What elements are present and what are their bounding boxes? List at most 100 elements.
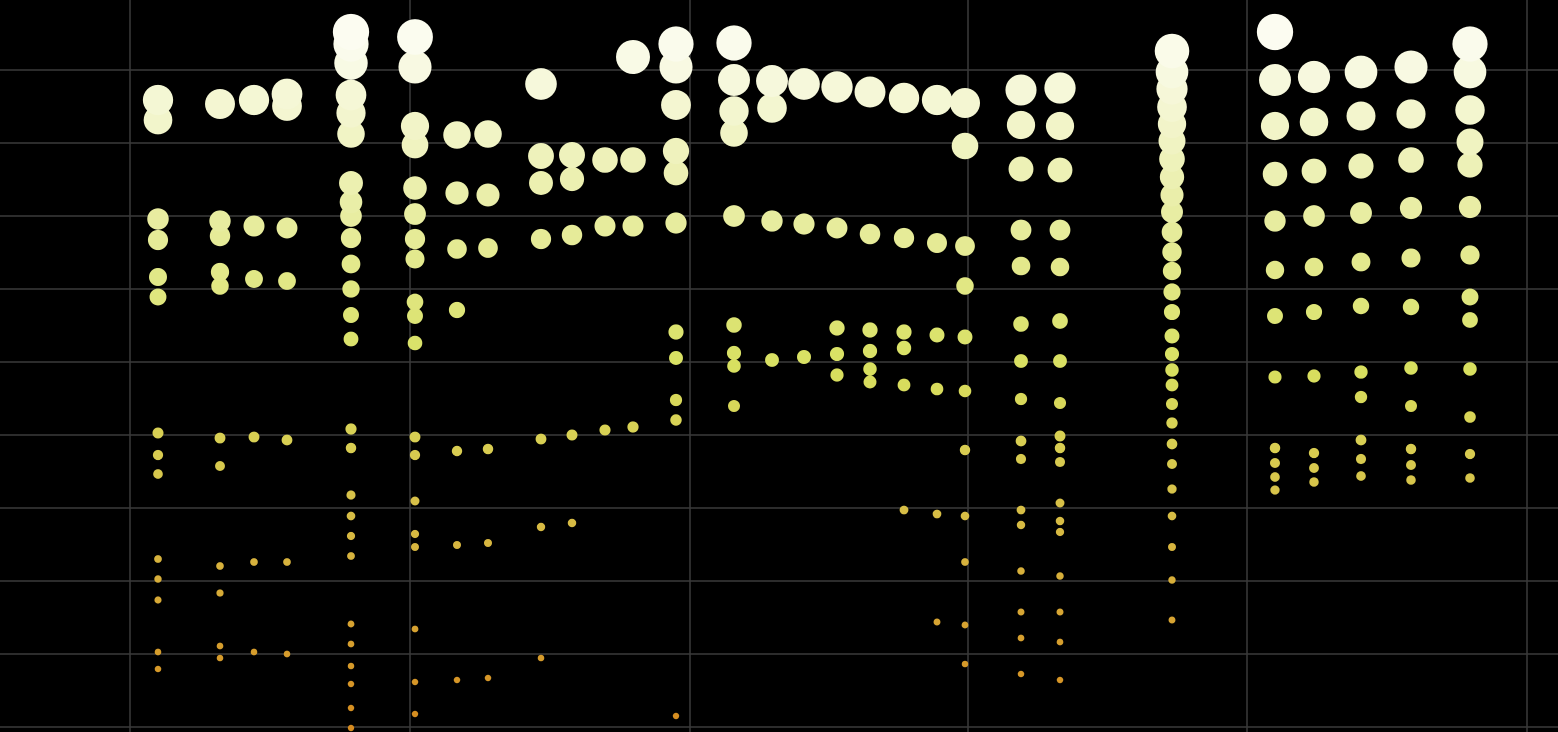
dot-6	[153, 450, 163, 460]
dot-149	[863, 344, 877, 358]
dot-50	[344, 332, 359, 347]
dot-171	[958, 330, 973, 345]
dot-265	[1353, 298, 1369, 314]
dot-75	[405, 249, 424, 268]
dot-182	[1016, 454, 1026, 464]
dot-195	[1056, 572, 1064, 580]
dot-40	[348, 681, 354, 687]
dot-160	[933, 510, 942, 519]
dot-271	[1406, 475, 1416, 485]
dot-129	[726, 317, 741, 332]
dot-103	[568, 519, 577, 528]
dot-214	[1167, 484, 1176, 493]
dot-289	[1459, 196, 1481, 218]
dot-99	[531, 229, 551, 249]
dot-183	[1016, 436, 1027, 447]
dot-248	[1259, 64, 1291, 96]
dot-239	[1270, 472, 1280, 482]
dot-250	[1309, 477, 1319, 487]
dot-163	[927, 233, 947, 253]
dot-47	[346, 490, 355, 499]
dot-169	[960, 445, 970, 455]
dot-53	[342, 255, 361, 274]
dot-5	[153, 469, 163, 479]
dot-18	[215, 461, 225, 471]
dot-24	[205, 89, 235, 119]
dot-269	[1347, 102, 1376, 131]
dot-2	[154, 596, 161, 603]
dot-23	[209, 210, 230, 231]
dot-261	[1356, 454, 1366, 464]
dot-191	[1005, 74, 1036, 105]
dot-277	[1401, 248, 1420, 267]
dot-179	[1017, 567, 1025, 575]
dot-196	[1056, 528, 1064, 536]
dot-0	[155, 666, 162, 673]
dot-107	[559, 142, 585, 168]
dot-220	[1165, 363, 1178, 376]
dot-177	[1018, 635, 1025, 642]
dot-19	[215, 433, 226, 444]
dot-225	[1163, 262, 1181, 280]
dot-135	[765, 353, 779, 367]
dot-29	[243, 215, 264, 236]
dot-64	[412, 711, 418, 717]
dot-207	[1048, 158, 1073, 183]
dot-192	[1057, 677, 1064, 684]
dot-13	[143, 85, 173, 115]
dot-109	[594, 215, 615, 236]
dot-281	[1394, 50, 1427, 83]
dot-292	[1455, 95, 1484, 124]
dot-51	[343, 307, 359, 323]
dot-134	[716, 25, 751, 60]
dot-100	[529, 171, 553, 195]
dot-201	[1055, 431, 1066, 442]
dot-166	[962, 622, 969, 629]
dot-94	[476, 183, 499, 206]
dot-241	[1270, 443, 1281, 454]
dot-49	[345, 423, 356, 434]
dot-25	[251, 649, 258, 656]
dot-165	[962, 661, 969, 668]
dot-21	[211, 263, 229, 281]
dot-110	[592, 147, 618, 173]
dot-178	[1017, 608, 1024, 615]
dot-44	[347, 552, 355, 560]
dot-181	[1017, 506, 1026, 515]
dot-34	[278, 272, 296, 290]
dot-280	[1396, 99, 1425, 128]
dot-258	[1300, 108, 1329, 137]
dot-198	[1056, 499, 1065, 508]
dot-254	[1306, 304, 1322, 320]
dot-108	[599, 424, 610, 435]
dot-90	[485, 675, 492, 682]
dot-184	[1015, 393, 1027, 405]
dot-218	[1166, 398, 1178, 410]
dot-251	[1309, 463, 1319, 473]
dot-203	[1053, 354, 1067, 368]
dot-105	[562, 225, 582, 245]
dot-83	[454, 677, 461, 684]
dot-215	[1167, 459, 1177, 469]
dot-156	[896, 324, 911, 339]
dot-152	[855, 77, 886, 108]
dot-193	[1057, 639, 1064, 646]
dot-114	[616, 40, 650, 74]
dot-41	[348, 663, 355, 670]
dot-170	[959, 385, 972, 398]
dot-245	[1264, 210, 1285, 231]
dot-130	[723, 205, 745, 227]
dot-264	[1354, 365, 1367, 378]
dot-30	[239, 85, 269, 115]
dot-139	[797, 350, 811, 364]
dot-146	[821, 71, 852, 102]
dot-8	[150, 289, 167, 306]
dot-127	[727, 359, 741, 373]
dot-137	[757, 93, 787, 123]
dot-66	[412, 626, 419, 633]
dot-287	[1462, 289, 1479, 306]
dot-188	[1011, 220, 1032, 241]
dot-148	[863, 362, 876, 375]
dot-219	[1166, 379, 1179, 392]
